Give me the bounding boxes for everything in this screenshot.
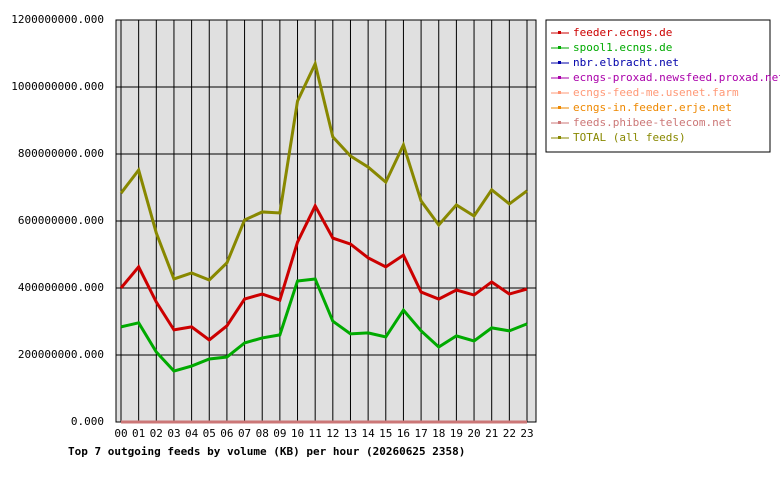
x-tick-label: 17 <box>414 427 427 440</box>
x-tick-label: 16 <box>397 427 410 440</box>
x-tick-label: 00 <box>114 427 127 440</box>
x-tick-label: 14 <box>362 427 376 440</box>
legend-label: ecngs-proxad.newsfeed.proxad.net <box>573 71 780 84</box>
legend-marker <box>558 46 561 49</box>
x-tick-label: 08 <box>256 427 269 440</box>
x-tick-label: 20 <box>467 427 480 440</box>
y-tick-label: 1200000000.000 <box>11 13 104 26</box>
x-tick-label: 23 <box>520 427 533 440</box>
legend-label: ecngs-in.feeder.erje.net <box>573 101 732 114</box>
legend-label: ecngs-feed-me.usenet.farm <box>573 86 739 99</box>
x-tick-label: 02 <box>150 427 163 440</box>
series-line <box>119 59 528 282</box>
x-tick-label: 05 <box>203 427 216 440</box>
y-tick-label: 800000000.000 <box>18 147 104 160</box>
y-tick-label: 0.000 <box>71 415 104 428</box>
legend-marker <box>558 31 561 34</box>
legend-marker <box>558 91 561 94</box>
legend-marker <box>558 136 561 139</box>
legend-marker <box>558 121 561 124</box>
x-tick-label: 09 <box>273 427 286 440</box>
legend-label: feeder.ecngs.de <box>573 26 672 39</box>
legend-marker <box>558 76 561 79</box>
x-tick-label: 03 <box>167 427 180 440</box>
x-tick-label: 12 <box>326 427 339 440</box>
x-tick-label: 15 <box>379 427 392 440</box>
x-tick-label: 01 <box>132 427 145 440</box>
x-tick-label: 22 <box>503 427 516 440</box>
x-tick-label: 04 <box>185 427 199 440</box>
x-tick-label: 11 <box>309 427 322 440</box>
series-line <box>119 202 528 342</box>
legend-marker <box>558 106 561 109</box>
legend-label: nbr.elbracht.net <box>573 56 679 69</box>
legend <box>545 19 771 153</box>
legend-label: TOTAL (all feeds) <box>573 131 686 144</box>
series-line <box>120 277 528 373</box>
chart-title: Top 7 outgoing feeds by volume (KB) per … <box>68 445 465 458</box>
x-tick-label: 21 <box>485 427 498 440</box>
legend-marker <box>558 61 561 64</box>
y-tick-label: 1000000000.000 <box>11 80 104 93</box>
x-tick-label: 13 <box>344 427 357 440</box>
y-tick-label: 600000000.000 <box>18 214 104 227</box>
y-tick-label: 400000000.000 <box>18 281 104 294</box>
x-tick-label: 10 <box>291 427 304 440</box>
x-tick-label: 07 <box>238 427 251 440</box>
x-tick-label: 06 <box>220 427 233 440</box>
y-tick-label: 200000000.000 <box>18 348 104 361</box>
legend-label: feeds.phibee-telecom.net <box>573 116 732 129</box>
legend-label: spool1.ecngs.de <box>573 41 672 54</box>
x-tick-label: 18 <box>432 427 445 440</box>
x-tick-label: 19 <box>450 427 463 440</box>
